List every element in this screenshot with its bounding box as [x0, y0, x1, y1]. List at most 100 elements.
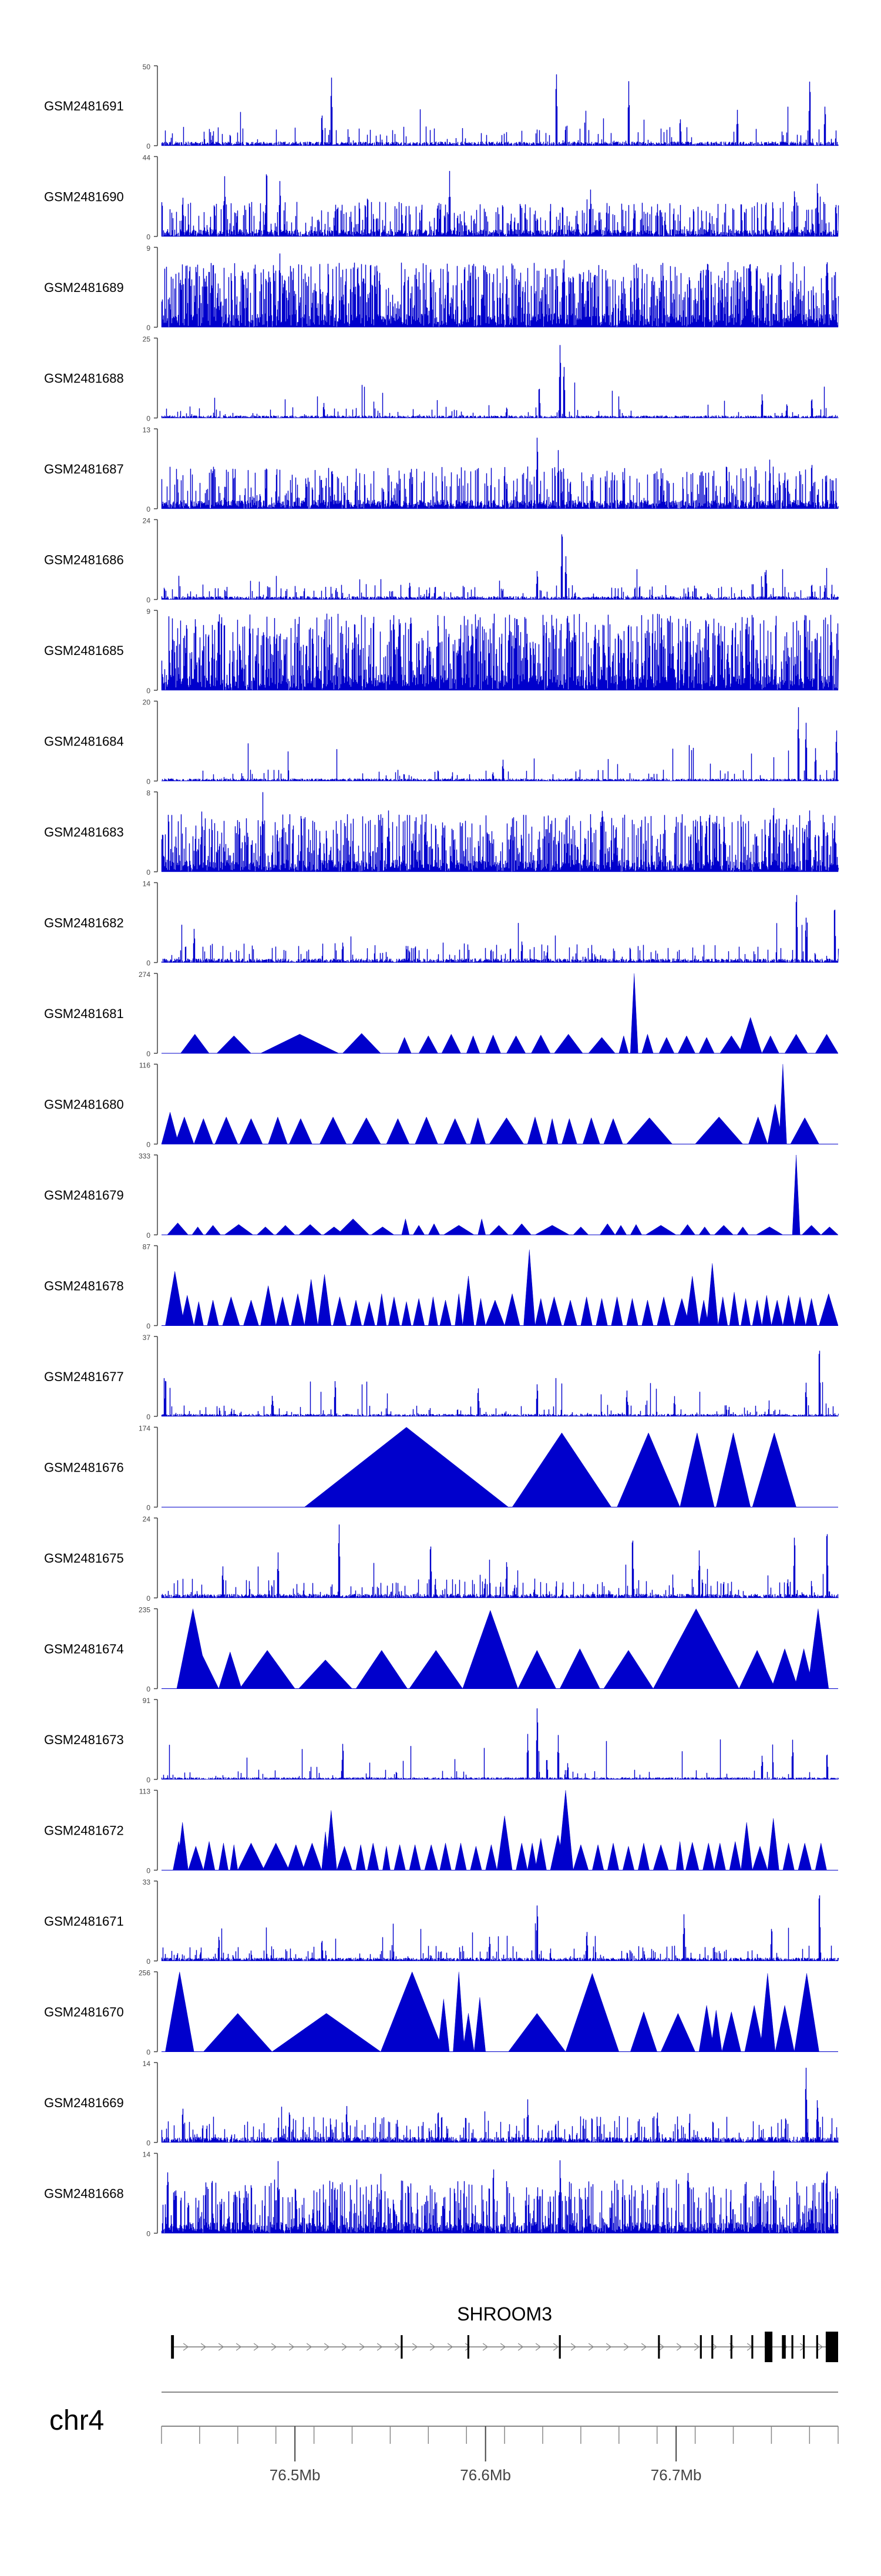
axis-tick-label: 76.7Mb [651, 2466, 702, 2484]
signal-peak [534, 1298, 547, 1326]
signal-peak [401, 1301, 412, 1326]
signal-peak [473, 1997, 486, 2052]
track-label: GSM2481675 [44, 1551, 124, 1566]
signal-peak [462, 2013, 475, 2052]
signal-peak [415, 1116, 438, 1144]
exon [700, 2335, 702, 2359]
signal-peak [603, 1118, 623, 1144]
y-max-label: 113 [139, 1788, 150, 1796]
axis-tick-label: 76.5Mb [270, 2466, 321, 2484]
signal-peak [224, 1224, 254, 1235]
signal-peak [738, 1016, 762, 1054]
signal-peak [675, 1841, 684, 1870]
signal-peak [184, 1653, 219, 1689]
track-GSM2481679: GSM2481679 333 0 [44, 1152, 839, 1240]
signal-peak [243, 1299, 259, 1326]
signal-peak [527, 1116, 543, 1144]
track-label: GSM2481684 [44, 734, 124, 749]
signal-peak [714, 1225, 734, 1235]
signal-area [161, 792, 839, 872]
signal-peak [222, 1296, 240, 1326]
signal-peak [191, 1226, 204, 1235]
y-min-label: 0 [146, 778, 150, 786]
signal-peak [180, 1295, 194, 1326]
signal-peak [626, 1298, 638, 1326]
strand-arrow [394, 2343, 401, 2351]
signal-peak [489, 1117, 524, 1144]
signal-peak [218, 1651, 242, 1689]
strand-arrow [517, 2343, 524, 2351]
signal-area [161, 253, 839, 328]
signal-area [161, 1351, 839, 1417]
signal-peak [741, 1298, 751, 1326]
track-label: GSM2481691 [44, 99, 124, 113]
signal-peak [332, 1297, 347, 1326]
signal-area [161, 613, 839, 691]
signal-peak [534, 1225, 570, 1235]
signal-area [161, 74, 839, 146]
signal-peak [512, 1223, 532, 1235]
signal-peak [409, 1844, 421, 1870]
y-max-label: 50 [143, 63, 151, 71]
signal-peak [428, 1223, 441, 1235]
signal-peak [401, 1218, 410, 1235]
strand-arrow [711, 2343, 718, 2351]
signal-peak [337, 1845, 352, 1870]
y-max-label: 24 [143, 1515, 151, 1523]
strand-arrow [465, 2343, 471, 2351]
track-GSM2481677: GSM2481677 37 0 [44, 1334, 839, 1421]
strand-arrow [429, 2343, 436, 2351]
exon [803, 2335, 805, 2359]
signal-area [161, 707, 839, 781]
signal-area [161, 895, 839, 963]
track-label: GSM2481688 [44, 371, 124, 386]
signal-peak [563, 1299, 577, 1326]
y-max-label: 91 [143, 1697, 151, 1705]
y-min-label: 0 [146, 2139, 150, 2147]
signal-peak [443, 1225, 475, 1235]
signal-peak [205, 1225, 221, 1235]
signal-peak [821, 1227, 839, 1235]
signal-peak [485, 1299, 505, 1326]
signal-peak [798, 1843, 812, 1870]
tracks: GSM2481691500GSM2481690440GSM248168990GS… [44, 63, 839, 2238]
y-max-label: 25 [143, 335, 151, 344]
signal-peak [630, 1224, 643, 1235]
signal-peak [698, 1226, 711, 1235]
signal-peak [470, 1117, 486, 1144]
strand-arrow [570, 2343, 577, 2351]
signal-peak [439, 1299, 452, 1326]
y-min-label: 0 [146, 505, 150, 513]
signal-area [161, 345, 839, 418]
y-min-label: 0 [146, 1504, 150, 1512]
y-min-label: 0 [146, 1050, 150, 1058]
signal-peak [680, 1432, 715, 1507]
signal-peak [807, 1608, 829, 1689]
exon [791, 2335, 793, 2359]
y-min-label: 0 [146, 1231, 150, 1240]
signal-peak [617, 1432, 681, 1507]
track-GSM2481675: GSM2481675 24 0 [44, 1515, 839, 1603]
signal-peak [653, 1608, 739, 1689]
track-GSM2481690: GSM2481690 44 0 [44, 154, 839, 241]
signal-peak [268, 1116, 288, 1144]
signal-peak [573, 1844, 589, 1870]
signal-peak [702, 1843, 715, 1870]
track-GSM2481684: GSM2481684 20 0 [44, 698, 839, 786]
track-label: GSM2481679 [44, 1188, 124, 1203]
signal-peak [641, 1033, 654, 1054]
signal-peak [239, 1650, 295, 1689]
signal-peak [721, 2011, 741, 2052]
track-GSM2481673: GSM2481673 91 0 [44, 1697, 839, 1784]
strand-arrow [288, 2343, 295, 2351]
exon [765, 2332, 773, 2362]
signal-peak [428, 1297, 438, 1326]
chromosome-track: chr4 [49, 2392, 838, 2436]
signal-peak [695, 1116, 744, 1144]
strand-arrow [817, 2343, 823, 2351]
exon [711, 2335, 714, 2359]
track-label: GSM2481683 [44, 825, 124, 839]
strand-arrow [676, 2343, 682, 2351]
